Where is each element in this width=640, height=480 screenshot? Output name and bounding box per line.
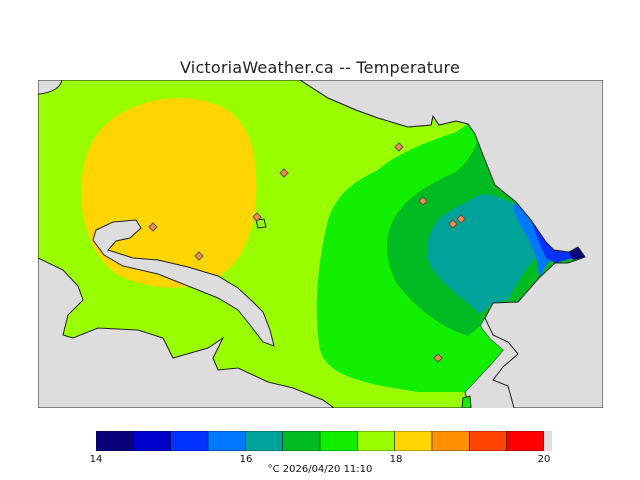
legend-shadow (544, 431, 552, 451)
legend-bin (207, 431, 246, 451)
top-inlet (38, 80, 63, 95)
station-marker[interactable] (148, 222, 158, 232)
station-marker[interactable] (279, 168, 289, 178)
islet (255, 218, 267, 229)
legend-bin (357, 431, 395, 451)
temp-band-18 (81, 98, 257, 288)
islet-south (461, 395, 472, 408)
legend-tick-20: 20 (537, 454, 551, 465)
legend-tick-14: 14 (89, 454, 103, 465)
station-marker[interactable] (394, 142, 404, 152)
temp-band-15-5 (513, 203, 554, 278)
map-title: VictoriaWeather.ca -- Temperature (180, 58, 460, 77)
east-bay-water (299, 80, 603, 408)
unit-timestamp: °C 2026/04/20 11:10 (267, 464, 373, 475)
legend-bin (282, 431, 321, 451)
temperature-map (38, 80, 603, 408)
station-markers (148, 142, 466, 363)
legend-bin (506, 431, 545, 451)
bay-water (38, 257, 335, 408)
harbour-water (92, 219, 275, 347)
temp-band-15 (531, 220, 573, 263)
legend-bin (394, 431, 433, 451)
legend-bin (170, 431, 209, 451)
legend-bin (245, 431, 283, 451)
legend-bin (469, 431, 507, 451)
legend-tick-18: 18 (389, 454, 403, 465)
legend-bin (96, 431, 134, 451)
station-marker[interactable] (194, 251, 204, 261)
station-marker[interactable] (418, 196, 428, 206)
station-marker[interactable] (252, 212, 262, 222)
legend-bin (431, 431, 470, 451)
legend-tick-16: 16 (239, 454, 253, 465)
station-marker[interactable] (456, 214, 466, 224)
legend-bin (319, 431, 358, 451)
station-marker[interactable] (433, 353, 443, 363)
legend-bin (133, 431, 171, 451)
color-legend (96, 431, 552, 451)
station-marker[interactable] (448, 219, 458, 229)
